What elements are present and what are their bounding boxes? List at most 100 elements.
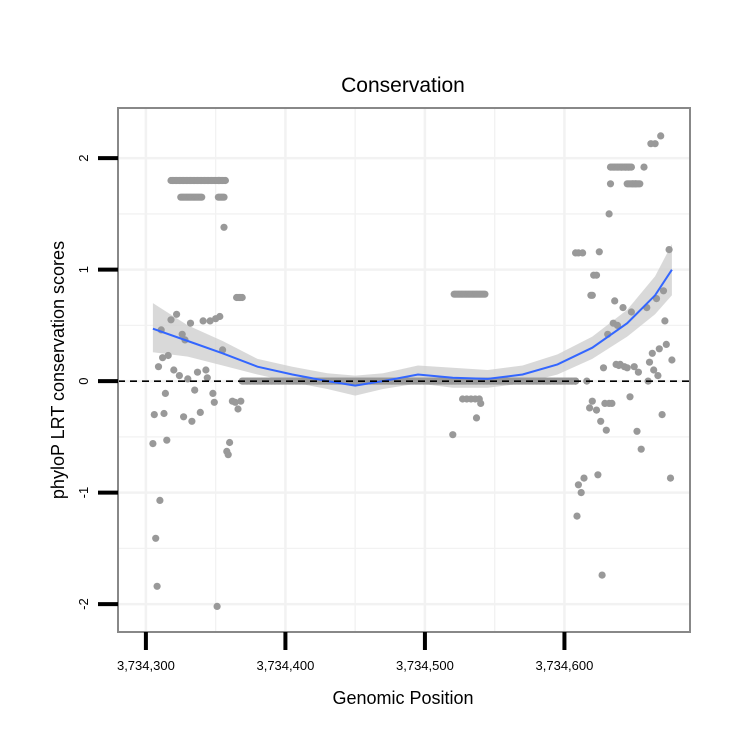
data-point: [637, 445, 645, 453]
data-point: [164, 351, 172, 360]
data-point: [449, 431, 457, 439]
y-tick-label: -2: [76, 598, 91, 610]
data-point: [196, 408, 204, 416]
data-point: [472, 414, 481, 422]
data-point: [619, 304, 627, 312]
data-point: [156, 496, 164, 504]
data-point: [658, 411, 666, 419]
data-point: [640, 163, 648, 171]
data-point: [577, 489, 585, 497]
data-point: [655, 345, 663, 353]
y-axis-label: phyloP LRT conservation scores: [48, 241, 68, 499]
data-point: [226, 438, 234, 447]
data-point: [178, 330, 186, 338]
data-point: [588, 291, 596, 299]
data-point: [626, 393, 634, 401]
data-point: [630, 363, 638, 371]
data-point: [163, 436, 171, 444]
data-point: [209, 389, 217, 397]
data-point: [665, 246, 673, 254]
data-point: [481, 290, 489, 298]
data-point: [160, 409, 168, 418]
data-point: [237, 397, 245, 405]
data-point: [627, 308, 636, 316]
data-point: [206, 317, 214, 325]
data-point: [238, 293, 246, 302]
data-point: [592, 271, 601, 279]
data-point: [477, 399, 485, 407]
data-point: [213, 602, 221, 611]
data-point: [598, 571, 606, 579]
data-point: [231, 398, 239, 406]
data-point: [154, 363, 163, 371]
data-point: [586, 404, 594, 412]
data-point: [606, 180, 615, 188]
data-point: [184, 375, 192, 383]
data-point: [611, 297, 619, 305]
data-point: [152, 534, 160, 542]
confidence-ribbon-layer: [152, 244, 672, 396]
x-axis-label: Genomic Position: [332, 688, 473, 708]
data-point: [574, 481, 583, 489]
data-point: [666, 474, 675, 482]
y-tick-label: 1: [76, 266, 91, 273]
data-point: [602, 426, 610, 434]
data-point: [651, 140, 659, 148]
y-axis: -2 -1 0 1 2: [76, 155, 118, 610]
data-point: [613, 321, 622, 329]
data-point: [648, 349, 656, 357]
data-point: [170, 366, 178, 374]
data-point: [153, 582, 161, 590]
data-point: [188, 417, 196, 425]
y-tick-label: 2: [76, 155, 91, 162]
confidence-ribbon: [152, 244, 672, 396]
chart-title: Conservation: [341, 74, 465, 97]
data-point: [662, 340, 670, 348]
data-point: [203, 374, 211, 382]
data-point: [597, 417, 605, 425]
data-point: [180, 413, 188, 421]
data-point: [173, 310, 181, 318]
data-point: [573, 512, 581, 520]
data-point: [588, 397, 596, 405]
data-point: [605, 210, 613, 218]
data-point: [623, 364, 631, 372]
data-point: [202, 366, 210, 374]
data-point: [149, 440, 157, 448]
data-point: [592, 406, 601, 414]
data-point: [599, 364, 608, 372]
y-tick-label: -1: [76, 487, 91, 499]
data-point: [191, 386, 199, 394]
data-points-layer: [149, 132, 676, 611]
data-point: [595, 248, 603, 256]
data-point: [234, 405, 242, 413]
data-point: [654, 372, 662, 380]
data-point: [216, 312, 224, 321]
y-tick-label: 0: [76, 377, 91, 384]
data-point: [668, 356, 676, 364]
data-point: [161, 389, 169, 397]
data-point: [193, 368, 202, 376]
data-point: [659, 287, 668, 295]
data-point: [175, 372, 183, 380]
data-point: [650, 366, 658, 374]
data-point: [661, 317, 669, 325]
data-point: [167, 316, 175, 324]
x-tick-label: 3,734,300: [117, 658, 175, 673]
data-point: [220, 193, 228, 201]
data-point: [627, 163, 636, 171]
data-point: [634, 180, 643, 188]
data-point: [210, 398, 218, 406]
data-point: [224, 451, 232, 459]
data-point: [198, 193, 206, 201]
data-point: [186, 319, 195, 327]
panel-border: [117, 107, 691, 633]
data-point: [580, 474, 588, 482]
x-tick-label: 3,734,400: [256, 658, 314, 673]
data-point: [645, 358, 654, 366]
smooth-line-layer: [152, 269, 673, 387]
data-point: [594, 471, 602, 479]
x-axis: 3,734,300 3,734,400 3,734,500 3,734,600: [117, 632, 593, 673]
data-point: [633, 427, 641, 435]
data-point: [159, 354, 167, 362]
